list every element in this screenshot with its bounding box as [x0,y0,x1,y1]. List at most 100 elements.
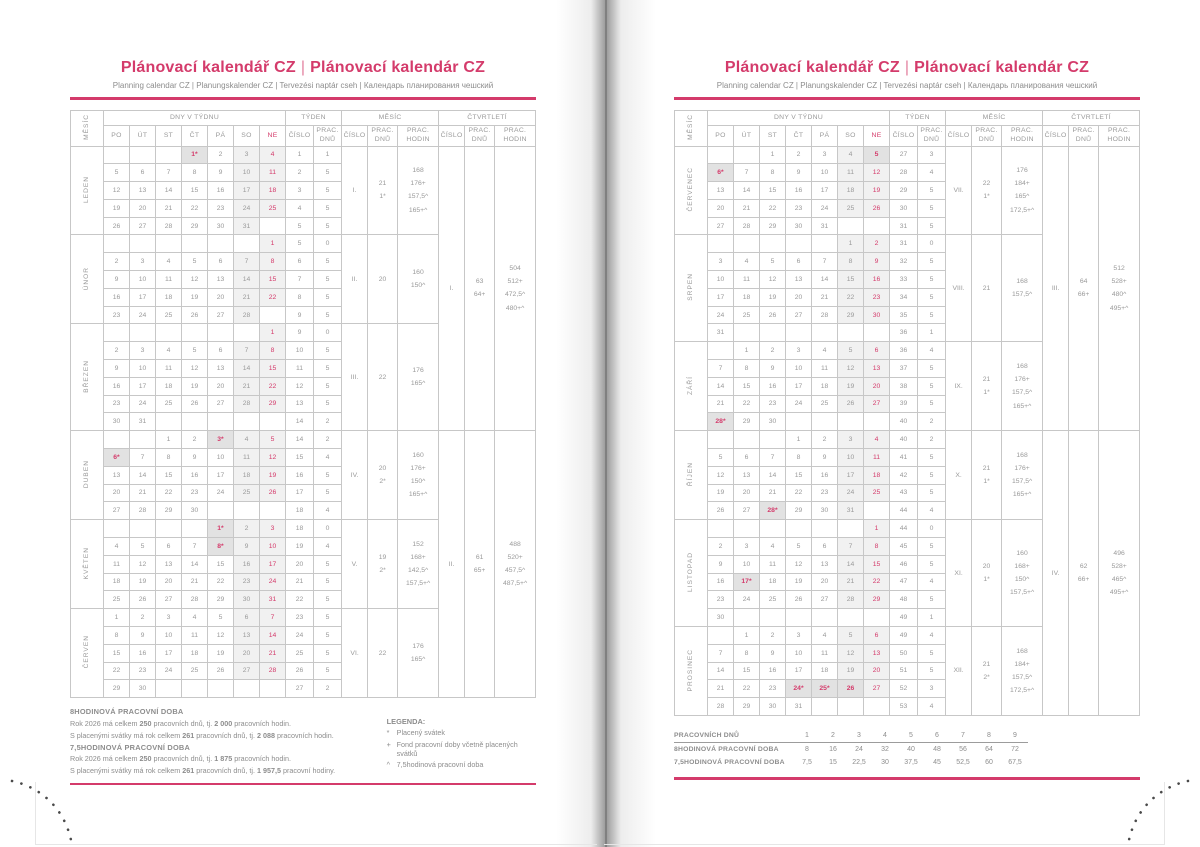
legend-item: ^ 7,5hodinová pracovní doba [387,760,536,769]
day-cell: 28 [233,305,260,325]
column-header: PRAC. HODIN [1098,124,1141,147]
day-cell: 12 [837,643,864,663]
day-cell: 23 [785,198,812,218]
day-cell [155,323,182,343]
worktable-label: PRACOVNÍCH DNŮ [674,729,794,743]
calendar-week-row: 18 19 20 21 22 23 24 21 5 [71,572,536,592]
week-workdays-cell: 5 [917,554,947,574]
day-cell [811,323,838,343]
week-workdays-cell: 4 [313,501,343,521]
day-cell: 6 [207,252,234,272]
day-cell: 1 [103,608,130,628]
day-cell: 14 [811,270,838,289]
day-cell: 12 [707,465,734,485]
day-cell [707,626,734,645]
month-hours-cell: 160 150^ [397,234,440,325]
day-cell: 11 [837,163,864,183]
week-number-cell: 19 [285,537,315,556]
day-cell: 20 [103,483,130,503]
week-number-cell: 2 [285,163,315,183]
month-name-cell: BŘEZEN [70,323,104,432]
day-cell: 15 [207,554,234,574]
calendar-week-row: 14 15 16 17 18 19 20 51 5 [675,661,1140,681]
day-cell: 19 [181,376,208,396]
day-cell: 21 [707,679,734,699]
day-cell [837,323,864,343]
month-hours-cell: 168 176+ 157,5^ 165+^ [397,145,440,236]
week-number-cell: 49 [889,608,919,628]
week-workdays-cell: 0 [917,234,947,254]
week-workdays-cell: 5 [313,554,343,574]
quarter-number-cell: III. [1042,145,1070,432]
day-cell: 21 [258,643,287,663]
day-cell: 11 [733,270,760,289]
week-workdays-cell: 5 [917,287,947,307]
day-cell: 2 [207,145,234,165]
day-cell: 9 [862,252,891,272]
day-cell: 28 [233,394,260,414]
day-cell: 10 [785,643,812,663]
day-cell: 17 [785,661,812,681]
day-cell: 20 [129,198,156,218]
day-cell: 24 [811,198,838,218]
week-workdays-cell: 0 [313,323,343,343]
day-cell: 14 [707,376,734,396]
day-cell [759,323,786,343]
day-cell: 9 [103,270,130,289]
day-cell: 25 [103,590,130,610]
day-cell: 13 [103,465,130,485]
day-cell: 22 [733,394,760,414]
week-number-cell: 9 [285,323,315,343]
day-cell: 8* [207,537,234,556]
calendar-week-row: 19 20 21 22 23 24 25 4 5 [71,198,536,218]
week-workdays-cell: 5 [917,537,947,556]
week-workdays-cell: 1 [917,608,947,628]
day-cell: 11 [155,270,182,289]
day-cell: 5 [862,145,891,165]
day-cell: 14 [233,270,260,289]
day-cell: 28 [181,590,208,610]
month-workdays-cell: 21 1* [971,341,1003,432]
day-cell: 9 [207,163,234,183]
day-cell: 1 [258,323,287,343]
week-number-cell: 45 [889,537,919,556]
day-cell [181,519,208,539]
day-cell [207,234,234,254]
calendar-week-row: 12 13 14 15 16 17 18 42 5 [675,465,1140,485]
month-hours-cell: 176 184+ 165^ 172,5+^ [1001,145,1044,236]
day-cell: 19 [207,643,234,663]
day-name-header: NE [862,124,891,147]
day-cell: 27 [785,305,812,325]
week-number-cell: 53 [889,697,919,716]
month-hours-cell: 176 165^ [397,608,440,699]
month-workdays-cell: 20 2* [367,430,399,521]
day-cell: 16 [811,465,838,485]
day-cell: 4 [837,145,864,165]
day-cell: 10 [233,163,260,183]
day-cell: 11 [181,626,208,645]
week-number-cell: 33 [889,270,919,289]
week-workdays-cell: 5 [313,181,343,200]
day-cell: 6* [103,448,130,467]
page-title-sk: Plánovací kalendár CZ [914,59,1090,76]
worktable-value: 30 [881,759,889,766]
day-name-header: ÚT [129,124,156,147]
day-cell [129,519,156,539]
week-number-cell: 5 [285,234,315,254]
day-cell: 26 [129,590,156,610]
day-cell: 25 [811,394,838,414]
day-cell: 20 [733,483,760,503]
week-workdays-cell: 3 [917,679,947,699]
day-cell: 31 [707,323,734,343]
week-workdays-cell: 5 [917,590,947,610]
legend-title: LEGENDA: [386,717,426,727]
accent-rule-bottom [674,777,1140,780]
day-cell: 13 [155,554,182,574]
day-cell: 27 [233,661,260,681]
day-cell: 16 [785,181,812,200]
worktable-value: 1 [794,729,820,743]
day-cell: 21 [233,287,260,307]
day-cell: 8 [837,252,864,272]
calendar-week-row: 20 21 22 23 24 25 26 17 5 [71,483,536,503]
day-cell: 23 [233,572,260,592]
